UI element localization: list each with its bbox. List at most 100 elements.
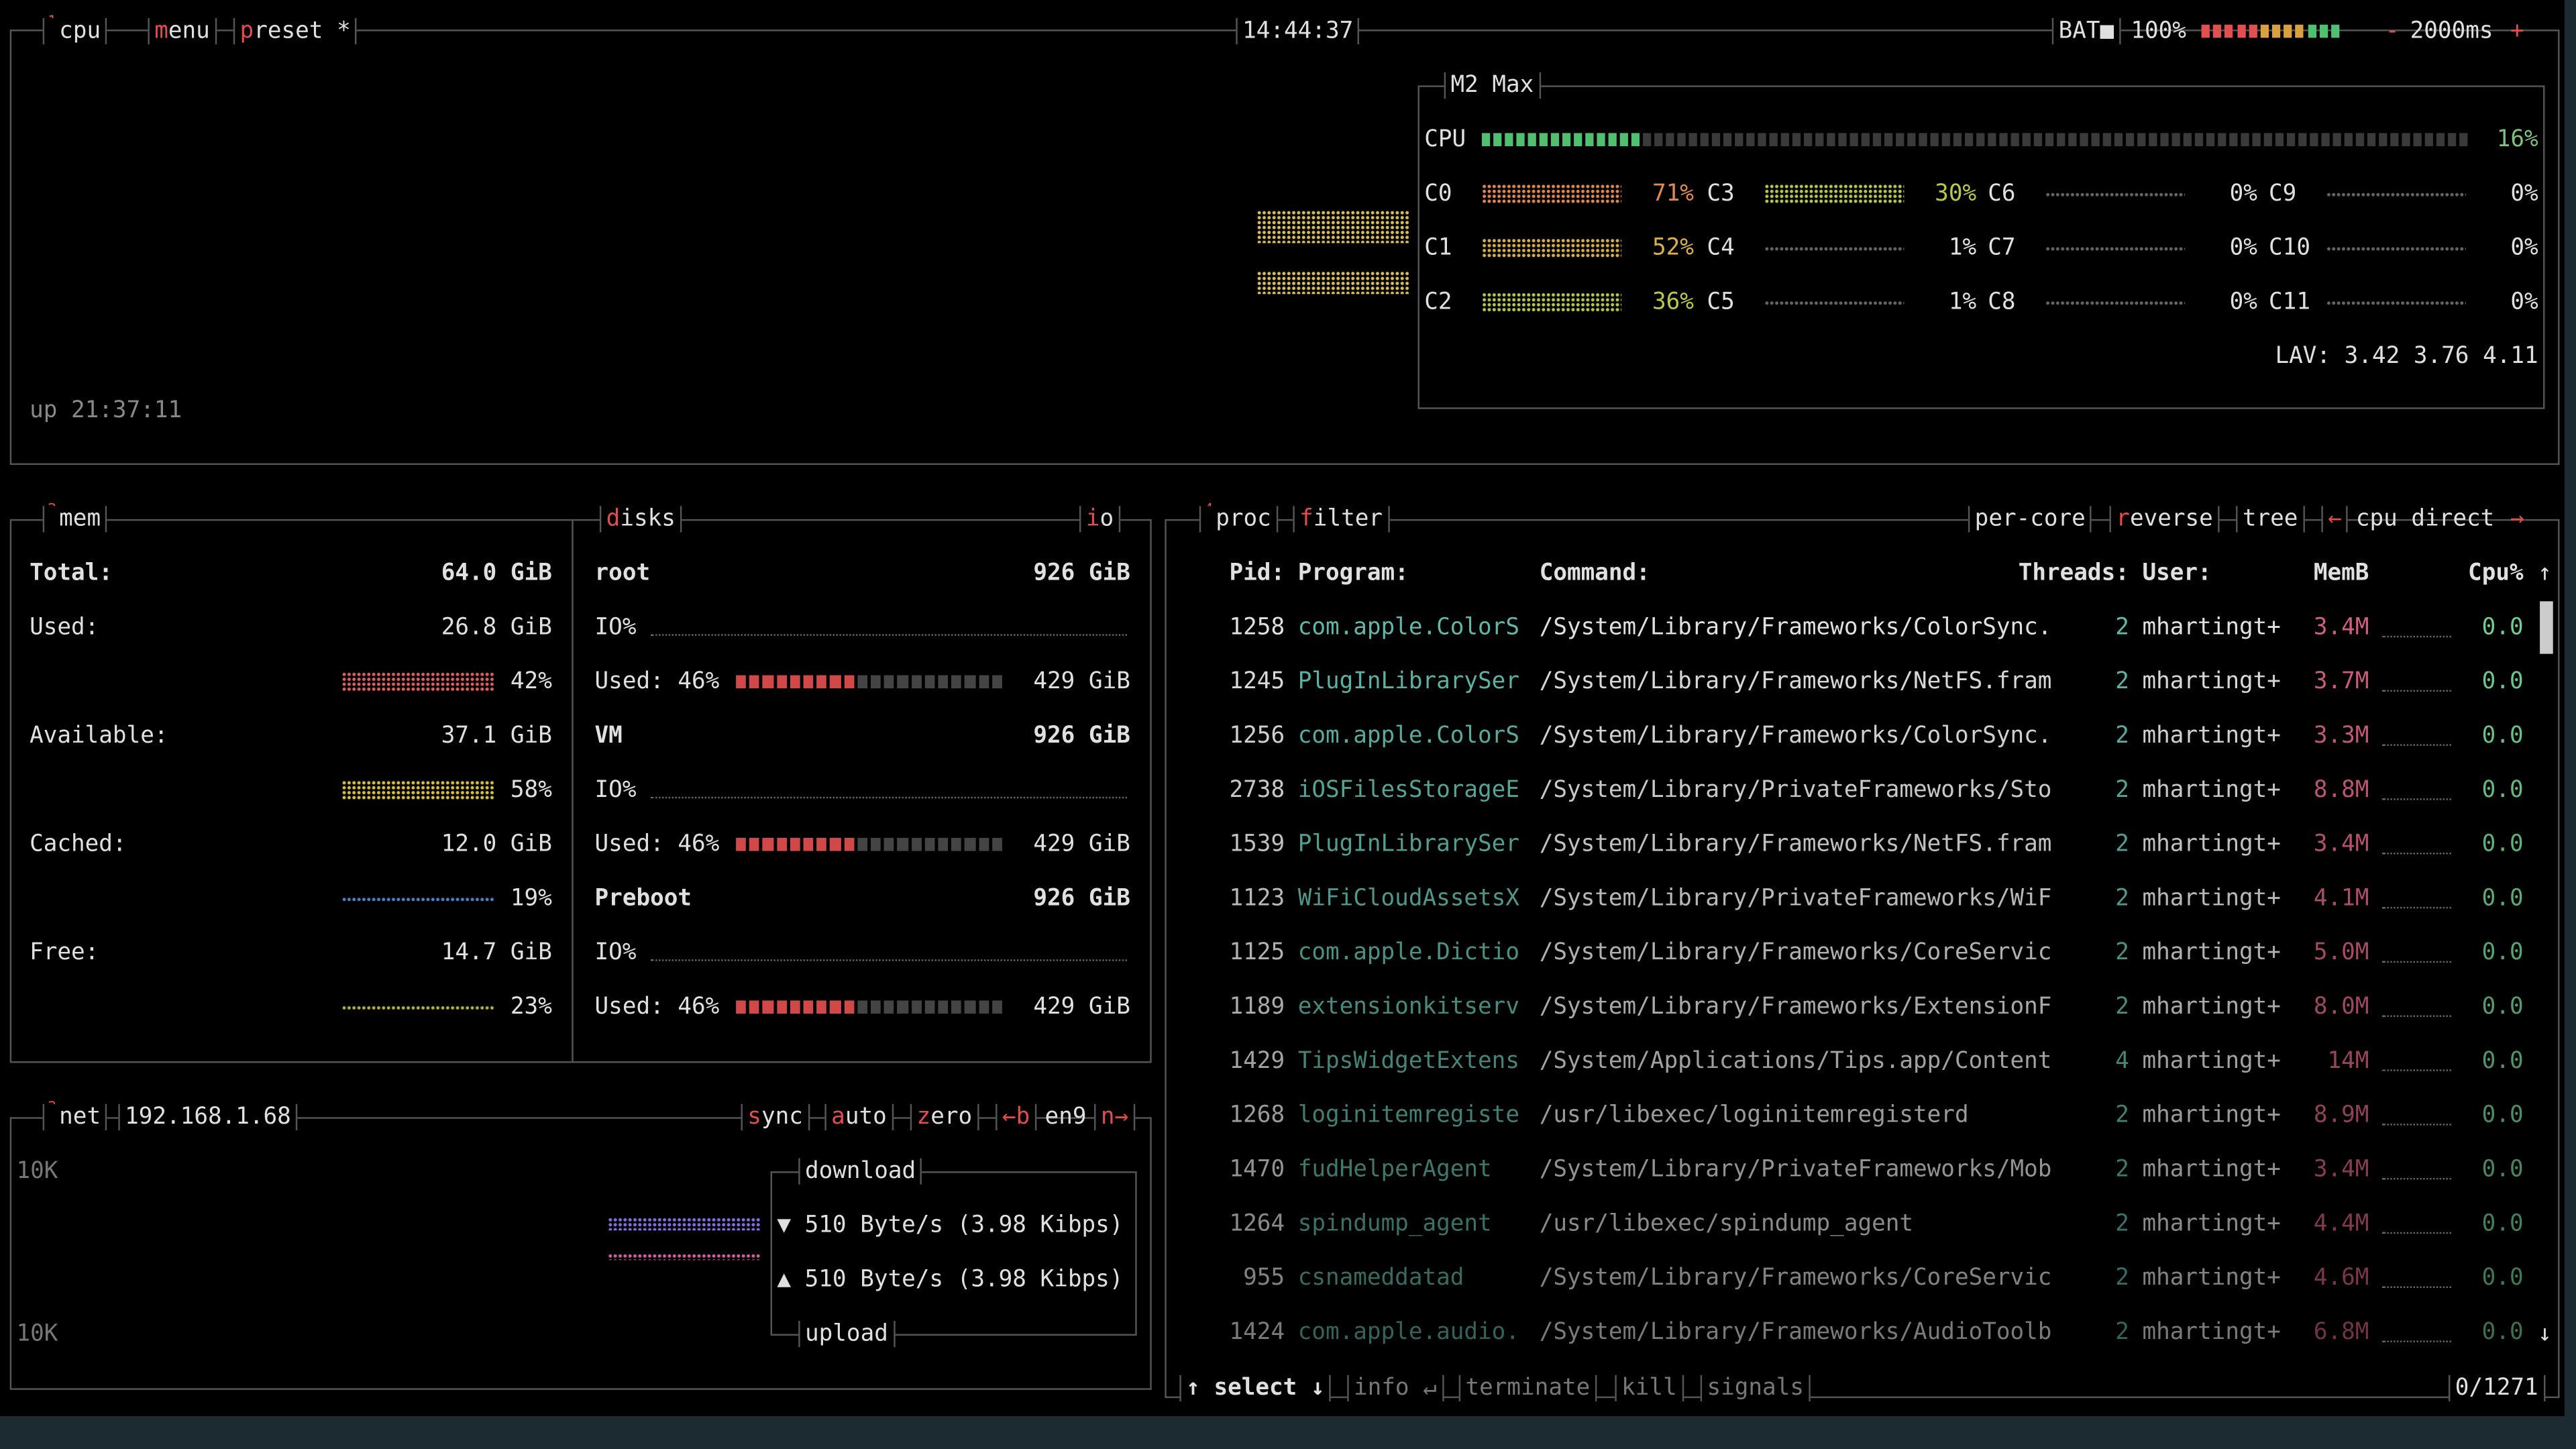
proc-cell: 1245	[1229, 668, 1285, 695]
column-header: Cpu%	[2468, 560, 2524, 587]
meter-segment	[749, 837, 760, 851]
interval-decrease[interactable]: -	[2385, 17, 2400, 45]
proc-tab[interactable]: proc	[1199, 506, 1278, 533]
disk-io: IO%	[594, 939, 637, 967]
meter-segment	[2424, 133, 2433, 146]
proc-cell: 3.4M	[2313, 1157, 2369, 1183]
core-pct: 0%	[2229, 235, 2257, 262]
meter-segment	[2447, 133, 2457, 146]
meter-segment	[2080, 133, 2088, 146]
kill-button[interactable]: kill	[1615, 1375, 1684, 1401]
disks-tab[interactable]: disks	[599, 506, 682, 533]
graph	[1764, 299, 1904, 305]
meter-segment	[1884, 133, 1893, 146]
core-name: C2	[1424, 289, 1452, 316]
mem-value: 64.0 GiB	[441, 560, 552, 587]
ip-address: 192.168.1.68	[118, 1104, 298, 1130]
proc-cell: 0.0	[2481, 614, 2524, 641]
proc-option[interactable]: per-core	[1968, 506, 2092, 533]
net-button[interactable]: auto	[824, 1104, 894, 1130]
graph	[2326, 246, 2466, 251]
sort-next[interactable]: →	[2510, 506, 2524, 533]
dotted-line	[2382, 798, 2451, 800]
core-pct: 0%	[2229, 289, 2257, 316]
filter-button[interactable]: filter	[1293, 506, 1389, 533]
core-name: C0	[1424, 180, 1452, 207]
meter-segment	[911, 1000, 922, 1014]
terminate-button[interactable]: terminate	[1458, 1375, 1597, 1401]
proc-option[interactable]: reverse	[2109, 506, 2220, 533]
meter-segment	[816, 675, 827, 689]
dotted-line	[2382, 1124, 2451, 1126]
proc-cell: 1125	[1229, 939, 1285, 967]
meter-segment	[965, 1000, 975, 1014]
download-label: download	[798, 1158, 922, 1185]
meter-segment	[991, 837, 1002, 851]
meter-segment	[2319, 24, 2328, 38]
dotted-line	[2382, 1069, 2451, 1071]
proc-cell: 0.0	[2481, 1102, 2524, 1129]
select-button[interactable]: ↑ select ↓	[1179, 1375, 1332, 1401]
meter-segment	[911, 675, 922, 689]
meter-segment	[2307, 24, 2316, 38]
sort-prev[interactable]: ←	[2321, 506, 2349, 533]
meter-segment	[951, 837, 962, 851]
meter-segment	[1803, 133, 1813, 146]
interval: 2000ms	[2410, 17, 2493, 45]
proc-cell: 0.0	[2481, 1157, 2524, 1183]
net-button[interactable]: zero	[910, 1104, 979, 1130]
meter-segment	[884, 837, 895, 851]
proc-cell: 4.4M	[2313, 1210, 2369, 1238]
meter-segment	[1550, 133, 1560, 146]
proc-cell: 1123	[1229, 885, 1285, 912]
meter-segment	[2344, 133, 2353, 146]
iface-prev[interactable]: ←b	[996, 1104, 1036, 1130]
column-header: Command:	[1539, 560, 1650, 587]
proc-cell: mhartingt+	[2142, 668, 2281, 695]
proc-cell: loginitemregiste	[1297, 1102, 1519, 1129]
proc-cell: 2	[2115, 614, 2129, 641]
dotted-line	[2382, 690, 2451, 692]
net-info-box	[770, 1171, 1137, 1336]
preset-button[interactable]: preset *	[233, 17, 358, 45]
cpu-tab[interactable]: cpu	[42, 17, 107, 45]
menu-button[interactable]: menu	[148, 17, 217, 45]
proc-cell: iOSFilesStorageE	[1297, 777, 1519, 804]
load-average: LAV: 3.42 3.76 4.11	[2275, 343, 2538, 370]
proc-cell: mhartingt+	[2142, 722, 2281, 749]
disk-size: 926 GiB	[1033, 722, 1130, 749]
core-pct: 36%	[1652, 289, 1694, 316]
proc-cell: 3.4M	[2313, 614, 2369, 641]
proc-cell: /usr/libexec/spindump_agent	[1539, 1210, 1914, 1238]
meter-segment	[776, 837, 787, 851]
proc-cell: 1539	[1229, 831, 1285, 858]
meter-segment	[2298, 133, 2307, 146]
io-toggle[interactable]: io	[1079, 506, 1120, 533]
proc-cell: 0.0	[2481, 777, 2524, 804]
scroll-down[interactable]: ↓	[2538, 1320, 2552, 1348]
net-button[interactable]: sync	[741, 1104, 810, 1130]
meter-segment	[2218, 133, 2226, 146]
cpu-info-box	[1417, 85, 2545, 409]
proc-cell: 8.0M	[2313, 994, 2369, 1020]
graph	[608, 1217, 761, 1231]
proc-cell: 3.7M	[2313, 668, 2369, 695]
iface-next[interactable]: n→	[1094, 1104, 1135, 1130]
disk-used: Used: 46%	[594, 668, 720, 695]
signals-button[interactable]: signals	[1700, 1375, 1811, 1401]
meter-segment	[911, 837, 922, 851]
proc-option[interactable]: tree	[2236, 506, 2305, 533]
meter-segment	[924, 837, 935, 851]
interval-increase[interactable]: +	[2510, 17, 2524, 45]
meter-segment	[857, 675, 868, 689]
proc-cell: 0.0	[2481, 668, 2524, 695]
meter-segment	[938, 675, 949, 689]
proc-cell: mhartingt+	[2142, 1048, 2281, 1075]
disk-used: Used: 46%	[594, 994, 720, 1020]
net-tab[interactable]: net	[42, 1104, 107, 1130]
meter-segment	[2022, 133, 2031, 146]
mem-tab[interactable]: mem	[42, 506, 107, 533]
meter-segment	[2367, 133, 2376, 146]
meter-segment	[1631, 133, 1640, 146]
info-button[interactable]: info ↵	[1347, 1375, 1444, 1401]
